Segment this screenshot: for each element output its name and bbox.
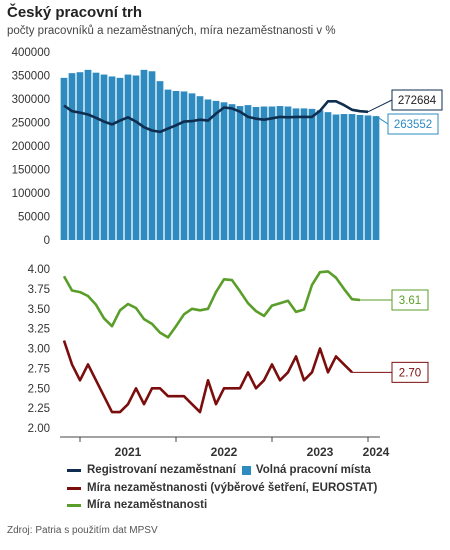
vacancies-bar — [228, 104, 236, 240]
vacancies-bar — [172, 91, 180, 240]
vacancies-end-label-box — [387, 113, 439, 135]
vacancies-bar — [220, 102, 228, 240]
unemployment-rate-line — [62, 270, 361, 339]
bottom-y-tick-label: 3.50 — [28, 304, 50, 316]
vacancies-bar — [276, 106, 284, 240]
vacancies-bar — [188, 93, 196, 240]
registered-end-label-box — [391, 89, 443, 111]
vacancies-bar — [340, 114, 348, 240]
top-y-tick-label: 350000 — [12, 71, 50, 83]
vacancies-bar — [244, 105, 252, 240]
top-y-tick-label: 150000 — [12, 165, 50, 177]
vacancies-bar — [252, 106, 260, 241]
bottom-y-tick-label: 3.75 — [28, 284, 50, 296]
legend: Registrovaní nezaměstnaní Volná pracovní… — [67, 462, 377, 515]
vacancies-bar — [348, 114, 356, 240]
bottom-y-tick-label: 2.00 — [28, 423, 50, 435]
x-axis-year-label: 2021 — [115, 445, 142, 459]
vacancies-label-leader — [375, 115, 389, 125]
chart-subtitle: počty pracovníků a nezaměstnaných, míra … — [7, 25, 336, 37]
vacancies-bar — [92, 72, 100, 241]
x-axis-year-label: 2023 — [307, 445, 334, 459]
vacancies-bar — [316, 110, 324, 240]
legend-swatch-rate — [67, 504, 81, 508]
bottom-y-tick-label: 3.00 — [28, 344, 50, 356]
vacancies-bar — [124, 74, 132, 240]
vacancies-bar — [156, 81, 164, 240]
top-y-tick-label: 100000 — [12, 188, 50, 200]
vacancies-bar — [284, 106, 292, 241]
survey-unemployment-rate-line — [62, 340, 353, 414]
vacancies-bar — [100, 74, 108, 240]
legend-row-3: Míra nezaměstnanosti — [67, 497, 377, 515]
vacancies-bar — [364, 115, 372, 240]
registered-end-label: 272684 — [398, 95, 437, 107]
registered-label-leader — [367, 99, 393, 113]
vacancies-bar — [140, 69, 148, 240]
top-y-tick-label: 400000 — [12, 47, 50, 59]
vacancies-bar — [116, 77, 124, 240]
vacancies-bar — [148, 71, 156, 241]
vacancies-bar — [132, 75, 140, 240]
rate-end-label: 3.61 — [399, 295, 421, 307]
vacancies-bar — [60, 77, 68, 240]
survey-rate-end-label-box — [391, 361, 429, 383]
legend-label-vacancies: Volná pracovní místa — [255, 464, 371, 476]
top-y-tick-label: 200000 — [12, 141, 50, 153]
vacancies-bar — [260, 106, 268, 241]
vacancies-bar — [76, 72, 84, 241]
legend-row-1: Registrovaní nezaměstnaní Volná pracovní… — [67, 462, 377, 480]
vacancies-end-label: 263552 — [394, 119, 432, 131]
vacancies-bar — [268, 106, 276, 241]
legend-label-rate: Míra nezaměstnanosti — [87, 499, 208, 511]
legend-label-rate-survey: Míra nezaměstnanosti (výběrové šetření, … — [87, 481, 378, 494]
top-y-tick-label: 50000 — [18, 212, 50, 224]
vacancies-bar — [108, 76, 116, 240]
vacancies-bar — [164, 89, 172, 240]
legend-swatch-rate-survey — [67, 486, 81, 490]
legend-row-2: Míra nezaměstnanosti (výběrové šetření, … — [67, 480, 377, 498]
vacancies-bar — [292, 108, 300, 241]
vacancies-bar — [212, 100, 220, 240]
x-axis-year-label: 2022 — [211, 445, 238, 459]
source-note: Zdroj: Patria s použitím dat MPSV — [7, 525, 158, 536]
x-axis-year-label: 2024 — [363, 445, 390, 459]
vacancies-bar — [308, 108, 316, 241]
vacancies-bar — [332, 114, 340, 240]
vacancies-bar — [324, 112, 332, 240]
chart-title: Český pracovní trh — [7, 4, 143, 21]
vacancies-bar — [300, 108, 308, 241]
vacancies-bar — [196, 96, 204, 241]
vacancies-bar — [180, 91, 188, 240]
vacancies-bar — [356, 114, 364, 240]
bottom-y-tick-label: 3.25 — [28, 324, 50, 336]
vacancies-bar — [68, 73, 76, 241]
vacancies-bar — [84, 69, 92, 240]
rate-end-label-box — [391, 289, 429, 311]
vacancies-bar — [236, 106, 244, 240]
survey-rate-end-label: 2.70 — [399, 367, 421, 379]
vacancies-bar — [204, 99, 212, 240]
bottom-y-tick-label: 2.25 — [28, 403, 50, 415]
legend-swatch-vacancies — [241, 466, 251, 476]
top-y-tick-label: 300000 — [12, 94, 50, 106]
top-y-tick-label: 0 — [44, 235, 50, 247]
bottom-y-tick-label: 2.75 — [28, 363, 50, 375]
bottom-y-tick-label: 4.00 — [28, 264, 50, 276]
top-y-tick-label: 250000 — [12, 118, 50, 130]
legend-label-registered: Registrovaní nezaměstnaní — [87, 464, 236, 476]
bottom-y-tick-label: 2.50 — [28, 383, 50, 395]
registered-unemployed-line — [63, 100, 369, 134]
legend-swatch-registered — [67, 469, 81, 473]
vacancies-bar — [372, 116, 380, 240]
